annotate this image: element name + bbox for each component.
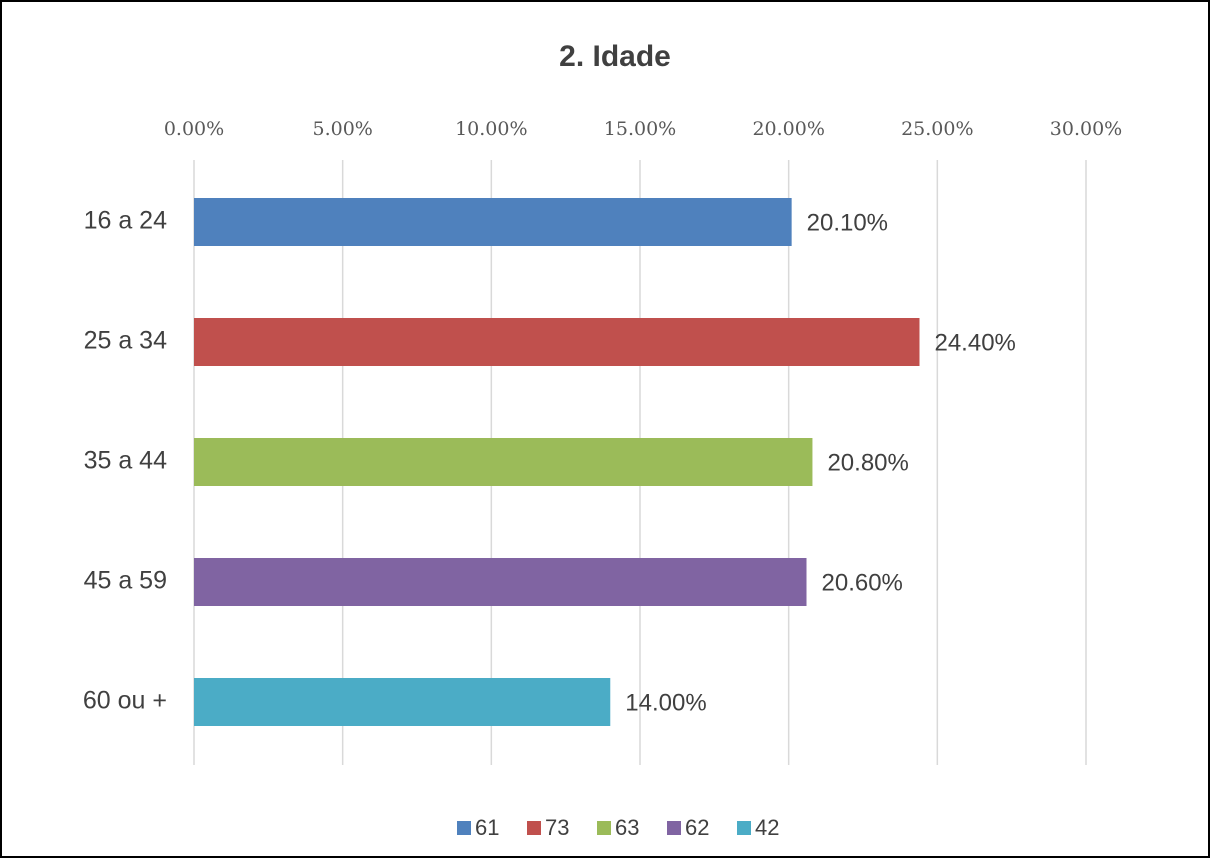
x-tick-label: 20.00% [752,118,824,140]
bar [194,198,792,246]
bar [194,438,813,486]
y-tick-label: 45 a 59 [84,567,167,595]
legend-swatch [667,821,681,835]
x-tick-label: 30.00% [1050,118,1122,140]
bar [194,678,611,726]
x-tick-label: 10.00% [455,118,527,140]
legend-label: 62 [685,815,709,840]
x-tick-label: 15.00% [604,118,676,140]
legend-label: 61 [475,815,499,840]
bar [194,318,920,366]
x-tick-label: 25.00% [901,118,973,140]
legend-swatch [457,821,471,835]
data-label: 20.60% [822,569,903,596]
x-tick-label: 0.00% [164,118,224,140]
data-label: 20.10% [807,209,888,236]
data-label: 14.00% [625,689,706,716]
y-tick-label: 35 a 44 [84,447,168,475]
data-label: 24.40% [934,329,1015,356]
y-tick-label: 60 ou + [83,687,167,715]
legend-label: 42 [755,815,779,840]
y-tick-label: 25 a 34 [84,327,168,355]
data-label: 20.80% [827,449,908,476]
x-tick-label: 5.00% [312,118,372,140]
chart-title: 2. Idade [559,40,671,73]
legend-label: 73 [545,815,569,840]
legend-swatch [737,821,751,835]
legend-swatch [597,821,611,835]
legend-swatch [527,821,541,835]
bar [194,558,807,606]
legend-label: 63 [615,815,639,840]
y-tick-label: 16 a 24 [84,207,168,235]
